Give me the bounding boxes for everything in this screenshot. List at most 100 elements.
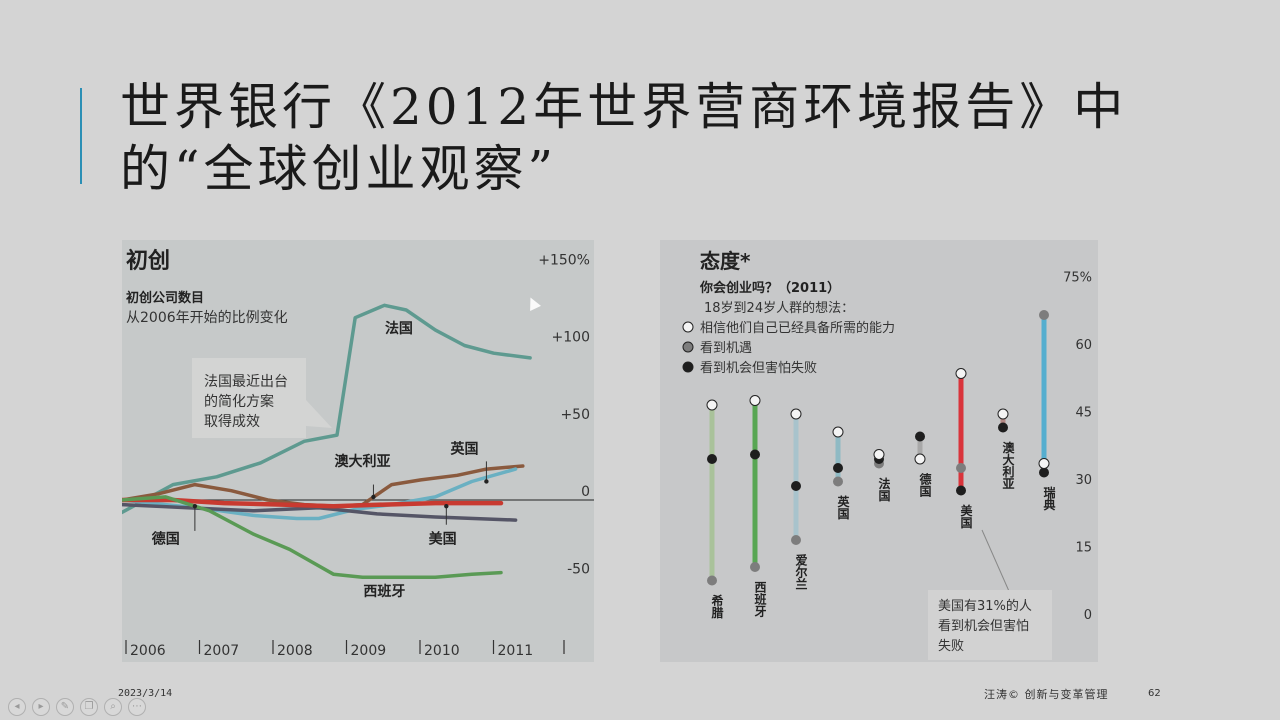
legend-label: 相信他们自己已经具备所需的能力 [700, 320, 895, 336]
leader-dot [444, 503, 449, 509]
footer-author: 汪涛© 创新与变革管理 [984, 688, 1109, 701]
next-icon[interactable]: ▸ [32, 698, 50, 716]
page-number: 62 [1148, 688, 1161, 699]
capability-dot [914, 453, 926, 465]
annotation-line: 法国最近出台 [204, 374, 288, 390]
x-tick-label: 2006 [130, 643, 166, 659]
category-label: 西班牙 [753, 581, 767, 618]
category-label: 法国 [877, 476, 891, 502]
prev-icon[interactable]: ◂ [8, 698, 26, 716]
y-tick-label: +100 [552, 330, 590, 346]
capability-dot [706, 399, 718, 411]
attitude-dumbbell-chart-svg: 态度* 你会创业吗？（2011） 18岁到24岁人群的想法： 相信他们自己已经具备所需… [682, 249, 1092, 660]
fear-dot [707, 454, 717, 464]
opportunity-dot [750, 562, 760, 572]
series-label: 德国 [152, 530, 180, 547]
chart-subtitle: 你会创业吗？（2011） [699, 280, 840, 296]
series-label: 英国 [450, 441, 479, 458]
chart-title: 态度* [700, 249, 751, 273]
leader-dot [192, 503, 198, 509]
capability-dot [997, 408, 1009, 420]
attitude-dumbbell-chart: 态度* 你会创业吗？（2011） 18岁到24岁人群的想法： 相信他们自己已经具备所需… [660, 240, 1098, 662]
title-accent-bar [80, 88, 82, 184]
capability-dot [832, 426, 844, 438]
opportunity-dot [833, 476, 843, 487]
annotation-box [192, 358, 306, 438]
fear-dot [998, 422, 1008, 433]
series-label: 澳大利亚 [335, 453, 391, 470]
leader-dot [371, 494, 376, 500]
opportunity-dot [707, 575, 717, 586]
opportunity-dot [1039, 310, 1049, 320]
legend-marker-2 [682, 361, 694, 373]
more-icon[interactable]: ⋯ [128, 698, 146, 716]
annotation-text: 法国最近出台的简化方案取得成效 [204, 374, 288, 430]
y-tick-label: 60 [1075, 338, 1092, 353]
y-tick-label: +50 [560, 407, 590, 423]
category-label: 美国 [959, 503, 973, 529]
annotation-line: 失败 [938, 639, 964, 654]
x-tick-label: 2010 [424, 643, 460, 659]
y-tick-label: 45 [1075, 406, 1092, 421]
annotation-line: 看到机会但害怕 [938, 618, 1029, 634]
opportunity-dot [791, 535, 801, 545]
y-tick-label: -50 [567, 561, 590, 577]
annotation-text: 美国有31%的人看到机会但害怕失败 [938, 598, 1032, 654]
legend-label: 看到机遇 [700, 340, 752, 356]
series-label: 美国 [429, 530, 457, 547]
legend-label: 看到机会但害怕失败 [700, 360, 817, 376]
category-label: 德国 [918, 472, 932, 498]
annotation-line: 美国有31%的人 [938, 598, 1032, 614]
capability-dot [749, 395, 761, 406]
y-tick-label: 75% [1063, 271, 1092, 286]
copy-icon[interactable]: ❐ [80, 698, 98, 716]
legend-marker-0 [682, 321, 694, 333]
footer-date: 2023/3/14 [118, 688, 173, 699]
chart-title: 初创 [126, 248, 170, 274]
y-tick-label: 30 [1075, 473, 1092, 488]
x-tick-label: 2007 [204, 643, 240, 659]
category-label: 澳大利亚 [1001, 440, 1015, 489]
leader-dot [484, 479, 489, 484]
capability-dot [1038, 458, 1050, 469]
x-tick-label: 2008 [277, 643, 313, 659]
opportunity-dot [956, 463, 966, 473]
fear-dot [915, 431, 925, 442]
capability-dot [873, 449, 885, 460]
x-tick-label: 2009 [351, 643, 387, 659]
y-tick-label: 15 [1075, 541, 1092, 556]
chart-subtitle-2: 18岁到24岁人群的想法： [704, 300, 854, 316]
category-label: 爱尔兰 [794, 553, 808, 590]
startups-line-chart: 初创初创公司数目从2006年开始的比例变化 +150% +100 +50 0 -50 200… [122, 240, 594, 662]
legend-marker-1 [682, 341, 694, 353]
series-line-0 [122, 303, 532, 515]
annotation-line: 取得成效 [204, 413, 260, 430]
annotation-pointer [306, 400, 332, 428]
fear-dot [791, 481, 801, 491]
pen-icon[interactable]: ✎ [56, 698, 74, 716]
fear-dot [956, 485, 966, 496]
annotation-box [928, 590, 1052, 660]
category-label: 希腊 [710, 593, 724, 619]
capability-dot [955, 368, 967, 379]
chart-subtitle-2: 从2006年开始的比例变化 [126, 310, 288, 326]
fear-dot [750, 449, 760, 460]
y-tick-label: 0 [1084, 608, 1092, 623]
category-label: 瑞典 [1042, 485, 1056, 511]
annotation-line: 的简化方案 [204, 393, 274, 410]
annotation-leader [981, 529, 1013, 599]
y-tick-label: +150% [538, 252, 590, 268]
slideshow-toolbar: ◂ ▸ ✎ ❐ ⌕ ⋯ [8, 698, 146, 716]
x-tick-label: 2011 [498, 643, 534, 659]
capability-dot [790, 408, 802, 420]
zoom-icon[interactable]: ⌕ [104, 698, 122, 716]
chart-subtitle: 初创公司数目 [126, 290, 204, 306]
fear-dot [833, 463, 843, 473]
series-label: 法国 [385, 320, 413, 337]
category-label: 英国 [836, 494, 850, 520]
slide-title: 世界银行《2012年世界营商环境报告》中的“全球创业观察” [120, 78, 1128, 198]
series-label: 西班牙 [363, 583, 405, 600]
y-tick-label: 0 [581, 484, 590, 500]
